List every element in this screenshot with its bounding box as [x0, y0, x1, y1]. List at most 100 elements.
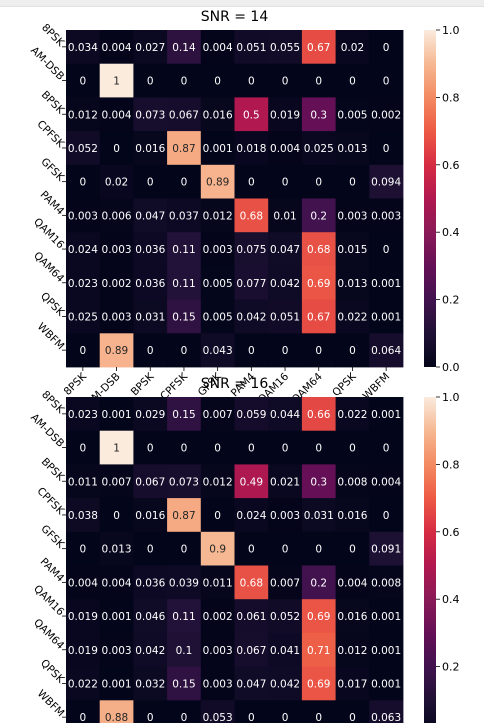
cell-value-label: 0.15 [172, 678, 195, 690]
cell-value-label: 0.031 [304, 510, 334, 522]
cell-value-label: 0.11 [172, 611, 195, 623]
colorbar-tick-label: 0.6 [442, 526, 460, 539]
cell-value-label: 0.001 [371, 278, 401, 290]
cell-value-label: 0.002 [203, 611, 233, 623]
cell-value-label: 0.032 [135, 678, 165, 690]
cell-value-label: 0.016 [135, 143, 165, 155]
cell-value-label: 0.2 [310, 577, 327, 589]
cell-value-label: 0.061 [236, 611, 266, 623]
cell-value-label: 0 [147, 177, 154, 189]
colorbar-tick-label: 0.2 [442, 661, 460, 674]
y-tick-label: QAM16 [31, 216, 66, 251]
colorbar-tick-label: 0.8 [442, 91, 460, 104]
cell-value-label: 0.047 [135, 210, 165, 222]
y-tick-label: QPSK [38, 657, 67, 686]
cell-value-label: 0.047 [270, 244, 300, 256]
cell-value-label: 0 [113, 510, 120, 522]
cell-value-label: 0 [80, 177, 87, 189]
cell-value-label: 0.001 [102, 678, 132, 690]
cell-value-label: 0.003 [203, 678, 233, 690]
cell-value-label: 0 [383, 76, 390, 88]
cell-value-label: 0.003 [203, 244, 233, 256]
cell-value-label: 0.004 [203, 42, 233, 54]
cell-value-label: 0.001 [371, 611, 401, 623]
cell-value-label: 0 [80, 76, 87, 88]
cell-value-label: 0.044 [270, 409, 300, 421]
cell-value-label: 0.012 [203, 210, 233, 222]
cell-value-label: 0.031 [135, 311, 165, 323]
cell-value-label: 0.11 [172, 244, 195, 256]
x-tick-label: BPSK [129, 370, 157, 398]
cell-value-label: 0.052 [270, 611, 300, 623]
cell-value-label: 0.11 [172, 278, 195, 290]
cell-value-label: 0.004 [102, 109, 132, 121]
y-tick-label: AM-DSB [28, 411, 66, 449]
cell-value-label: 0.9 [209, 544, 226, 556]
cell-value-label: 0.067 [169, 109, 199, 121]
cell-value-label: 0 [349, 177, 356, 189]
cell-value-label: 0.039 [169, 577, 199, 589]
y-tick-label: 8PSK [39, 22, 67, 50]
cell-value-label: 0.067 [135, 476, 165, 488]
cell-value-label: 0 [383, 443, 390, 455]
cell-value-label: 0.063 [371, 712, 401, 723]
y-tick-label: CPFSK [34, 485, 67, 518]
cell-value-label: 0 [282, 443, 289, 455]
cell-value-label: 0.041 [270, 645, 300, 657]
cell-value-label: 0.88 [105, 712, 128, 723]
cell-value-label: 0 [113, 143, 120, 155]
cell-value-label: 0 [181, 544, 188, 556]
cell-value-label: 0 [282, 76, 289, 88]
cell-value-label: 0.003 [270, 510, 300, 522]
cell-value-label: 0.042 [270, 678, 300, 690]
cell-value-label: 0.055 [270, 42, 300, 54]
cell-value-label: 0.021 [270, 476, 300, 488]
heatmap-panel-2: SNR = 160.023 0.001 0.029 0.15 0.007 0.059 0.0… [28, 376, 459, 723]
cell-value-label: 0.1 [176, 645, 193, 657]
cell-value-label: 0 [80, 712, 87, 723]
colorbar-tick-label: 0.2 [442, 294, 460, 307]
cell-value-label: 1 [113, 443, 120, 455]
cell-value-label: 0.016 [203, 109, 233, 121]
cell-value-label: 0 [383, 510, 390, 522]
cell-value-label: 0 [214, 76, 221, 88]
chart-title: SNR = 14 [201, 9, 269, 25]
cell-value-label: 0.3 [310, 109, 327, 121]
cell-value-label: 0.016 [337, 611, 367, 623]
y-tick-label: CPFSK [34, 118, 67, 151]
y-tick-label: QAM64 [31, 250, 66, 285]
x-tick-label: QPSK [330, 370, 359, 399]
cell-value-label: 0 [315, 712, 322, 723]
cell-value-label: 0.029 [135, 409, 165, 421]
cell-value-label: 0.004 [270, 143, 300, 155]
y-tick-label: QAM64 [31, 617, 66, 652]
cell-value-label: 0.14 [172, 42, 196, 54]
cell-value-label: 0.007 [203, 409, 233, 421]
cell-value-label: 0.005 [203, 311, 233, 323]
cell-value-label: 0.001 [102, 409, 132, 421]
cell-value-label: 0.094 [371, 177, 401, 189]
cell-value-label: 0.003 [102, 645, 132, 657]
cell-value-label: 0.024 [236, 510, 266, 522]
cell-value-label: 0 [383, 143, 390, 155]
cell-value-label: 0 [349, 76, 356, 88]
y-tick-label: BPSK [39, 89, 67, 117]
cell-value-label: 0.012 [203, 476, 233, 488]
cell-value-label: 0.036 [135, 244, 165, 256]
cell-value-label: 0.077 [236, 278, 266, 290]
cell-value-label: 0.075 [236, 244, 266, 256]
cell-value-label: 0 [147, 443, 154, 455]
cell-value-label: 0.042 [270, 278, 300, 290]
cell-value-label: 0 [248, 76, 255, 88]
cell-value-label: 0 [248, 177, 255, 189]
cell-value-label: 0 [282, 177, 289, 189]
cell-value-label: 0 [315, 443, 322, 455]
cell-value-label: 0.67 [307, 42, 330, 54]
cell-value-label: 0.003 [68, 210, 98, 222]
cell-value-label: 0.002 [371, 109, 401, 121]
cell-value-label: 0.004 [68, 577, 98, 589]
cell-value-label: 0.003 [337, 210, 367, 222]
x-tick-label: 8PSK [62, 370, 90, 398]
colorbar-tick-label: 0.6 [442, 159, 460, 172]
